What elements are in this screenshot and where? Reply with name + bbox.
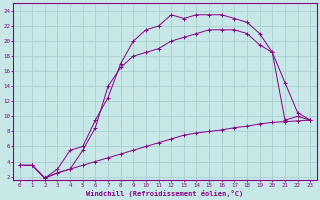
X-axis label: Windchill (Refroidissement éolien,°C): Windchill (Refroidissement éolien,°C) (86, 190, 244, 197)
